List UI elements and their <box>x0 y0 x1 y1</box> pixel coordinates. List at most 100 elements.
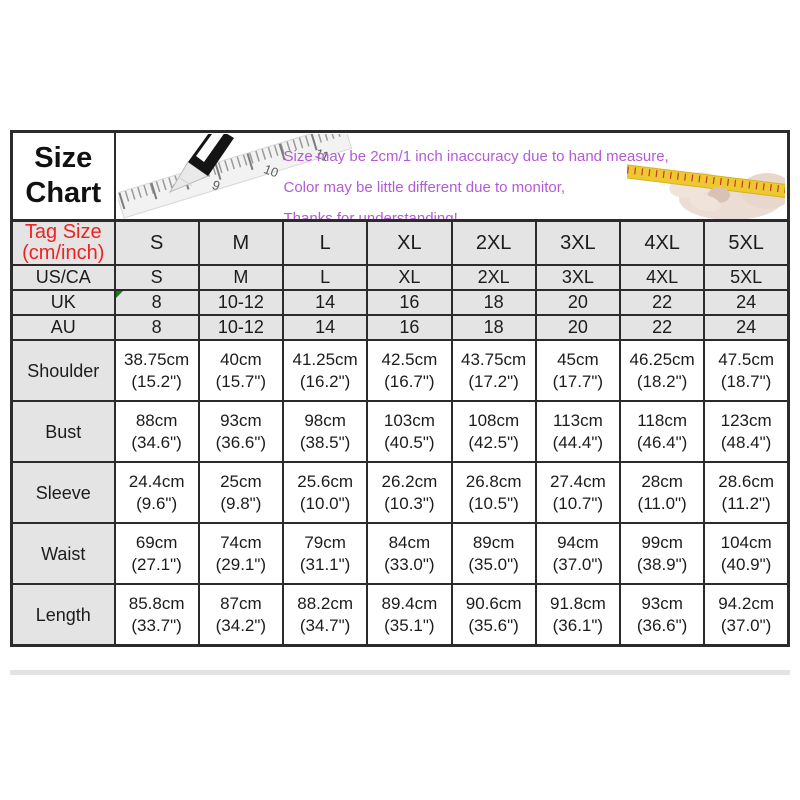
table-cell: 94cm (37.0") <box>534 522 622 585</box>
table-cell: 28cm (11.0") <box>618 461 706 524</box>
column-header: L <box>281 219 369 266</box>
table-cell: 84cm (33.0") <box>366 522 453 585</box>
column-header-tag-size: Tag Size (cm/inch) <box>10 219 116 266</box>
table-cell: 26.8cm (10.5") <box>450 461 537 524</box>
table-cell: 24 <box>703 314 790 341</box>
note-line: Color may be little different due to mon… <box>283 179 566 196</box>
table-cell: 41.25cm (16.2") <box>281 339 369 402</box>
row-label: AU <box>10 314 116 341</box>
table-cell: 14 <box>281 289 369 316</box>
table-cell: 10-12 <box>197 289 285 316</box>
table-cell: 40cm (15.7") <box>197 339 285 402</box>
measure-notes: Size may be 2cm/1 inch inaccuracy due to… <box>283 141 669 221</box>
table-cell: 16 <box>366 289 453 316</box>
table-row: Bust 88cm (34.6") 93cm (36.6") 98cm (38.5")… <box>10 400 790 463</box>
table-cell: 104cm (40.9") <box>703 522 790 585</box>
svg-text:9: 9 <box>210 177 222 194</box>
table-cell: 10-12 <box>197 314 285 341</box>
row-label: UK <box>10 289 116 316</box>
row-label: Shoulder <box>10 339 116 402</box>
table-cell: 88cm (34.6") <box>113 400 200 463</box>
table-cell: 24.4cm (9.6") <box>113 461 200 524</box>
table-cell: 28.6cm (11.2") <box>703 461 790 524</box>
table-row: Shoulder 38.75cm (15.2") 40cm (15.7") 41.25… <box>10 339 790 402</box>
table-cell: 38.75cm (15.2") <box>113 339 200 402</box>
table-row: US/CA S M L XL 2XL 3XL 4XL 5XL <box>10 264 790 291</box>
table-cell: 27.4cm (10.7") <box>534 461 622 524</box>
table-bottom-shadow <box>10 670 790 675</box>
table-cell: 22 <box>618 314 706 341</box>
size-chart-table: Size Chart 9 10 11 <box>10 130 790 647</box>
table-body: Size Chart 9 10 11 <box>10 130 790 647</box>
table-cell: 45cm (17.7") <box>534 339 622 402</box>
table-cell: 74cm (29.1") <box>197 522 285 585</box>
column-header: XL <box>366 219 453 266</box>
table-cell: 99cm (38.9") <box>618 522 706 585</box>
table-cell: 8 <box>113 314 200 341</box>
table-row: Length 85.8cm (33.7") 87cm (34.2") 88.2cm (… <box>10 583 790 647</box>
table-cell: 98cm (38.5") <box>281 400 369 463</box>
table-cell: M <box>197 264 285 291</box>
table-row: AU 8 10-12 14 16 18 20 22 24 <box>10 314 790 341</box>
row-label: Length <box>10 583 116 647</box>
table-cell: 14 <box>281 314 369 341</box>
column-header: S <box>113 219 200 266</box>
note-line: Size may be 2cm/1 inch inaccuracy due to… <box>283 148 669 165</box>
table-cell: 43.75cm (17.2") <box>450 339 537 402</box>
note-line: Thanks for understanding! <box>283 210 458 221</box>
table-cell: 85.8cm (33.7") <box>113 583 200 647</box>
table-cell: 93cm (36.6") <box>618 583 706 647</box>
table-cell: XL <box>366 264 453 291</box>
table-cell: 108cm (42.5") <box>450 400 537 463</box>
table-cell: 26.2cm (10.3") <box>366 461 453 524</box>
table-cell: L <box>281 264 369 291</box>
table-cell: 89cm (35.0") <box>450 522 537 585</box>
table-cell: 123cm (48.4") <box>703 400 790 463</box>
header-media-cell: 9 10 11 Size may be 2cm/1 inch inaccurac… <box>113 130 790 222</box>
column-header: 2XL <box>450 219 537 266</box>
table-cell: 47.5cm (18.7") <box>703 339 790 402</box>
table-cell: 20 <box>534 289 622 316</box>
table-cell: 2XL <box>450 264 537 291</box>
table-cell: 20 <box>534 314 622 341</box>
row-label: Sleeve <box>10 461 116 524</box>
table-cell: 91.8cm (36.1") <box>534 583 622 647</box>
table-cell: 5XL <box>703 264 790 291</box>
table-cell: 79cm (31.1") <box>281 522 369 585</box>
table-cell: 3XL <box>534 264 622 291</box>
table-row: Size Chart 9 10 11 <box>10 130 790 222</box>
column-header: M <box>197 219 285 266</box>
table-cell: 24 <box>703 289 790 316</box>
table-cell: 25cm (9.8") <box>197 461 285 524</box>
row-label: Bust <box>10 400 116 463</box>
table-cell: 8 <box>113 289 200 316</box>
table-cell: S <box>113 264 200 291</box>
table-row: Tag Size (cm/inch) S M L XL 2XL 3XL 4XL … <box>10 219 790 266</box>
svg-text:10: 10 <box>261 161 280 180</box>
table-cell: 87cm (34.2") <box>197 583 285 647</box>
table-cell: 93cm (36.6") <box>197 400 285 463</box>
table-cell: 22 <box>618 289 706 316</box>
row-label: US/CA <box>10 264 116 291</box>
table-cell: 118cm (46.4") <box>618 400 706 463</box>
table-cell: 46.25cm (18.2") <box>618 339 706 402</box>
table-row: Waist 69cm (27.1") 74cm (29.1") 79cm (31.1"… <box>10 522 790 585</box>
row-label: Waist <box>10 522 116 585</box>
table-cell: 16 <box>366 314 453 341</box>
table-cell: 18 <box>450 289 537 316</box>
column-header: 5XL <box>703 219 790 266</box>
table-row: Sleeve 24.4cm (9.6") 25cm (9.8") 25.6cm (10… <box>10 461 790 524</box>
table-cell: 69cm (27.1") <box>113 522 200 585</box>
table-cell: 90.6cm (35.6") <box>450 583 537 647</box>
table-cell: 103cm (40.5") <box>366 400 453 463</box>
size-chart-title: Size Chart <box>10 130 116 222</box>
table-cell: 4XL <box>618 264 706 291</box>
column-header: 4XL <box>618 219 706 266</box>
comment-marker-icon <box>116 292 123 298</box>
table-cell: 25.6cm (10.0") <box>281 461 369 524</box>
table-cell: 88.2cm (34.7") <box>281 583 369 647</box>
table-row: UK 8 10-12 14 16 18 20 22 24 <box>10 289 790 316</box>
table-cell: 113cm (44.4") <box>534 400 622 463</box>
table-cell: 94.2cm (37.0") <box>703 583 790 647</box>
